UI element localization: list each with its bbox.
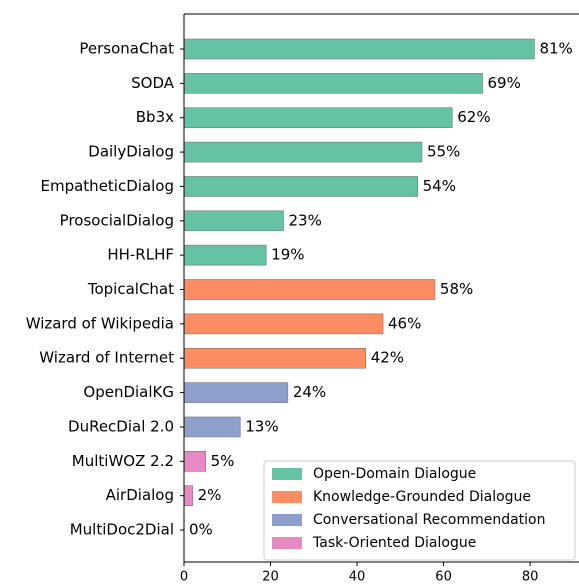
y-tick-label: TopicalChat (87, 280, 174, 298)
bar (183, 313, 384, 335)
value-label: 62% (457, 108, 490, 126)
bar (183, 38, 535, 60)
legend-label: Open-Domain Dialogue (313, 466, 476, 482)
value-label: 5% (211, 452, 235, 470)
value-label: 54% (423, 177, 456, 195)
value-label: 42% (371, 349, 404, 367)
value-label: 81% (539, 40, 572, 58)
bar (183, 347, 367, 369)
value-label: 0% (189, 521, 213, 539)
x-tick-label: 40 (349, 570, 366, 585)
x-tick-label: 60 (435, 570, 452, 585)
y-tick-label: HH-RLHF (107, 246, 174, 264)
x-tick-label: 80 (522, 570, 539, 585)
x-tick-label: 20 (262, 570, 279, 585)
value-label: 19% (271, 246, 304, 264)
value-label: 24% (293, 383, 326, 401)
y-tick-label: OpenDialKG (83, 383, 174, 401)
y-tick-label: MultiDoc2Dial (70, 521, 174, 539)
y-tick-label: SODA (131, 74, 175, 92)
value-label: 69% (488, 74, 521, 92)
y-tick-label: Wizard of Internet (39, 349, 174, 367)
legend-swatch (272, 491, 302, 503)
value-label: 2% (198, 486, 222, 504)
bar (183, 176, 418, 197)
bar (183, 244, 267, 266)
value-label: 46% (388, 314, 421, 332)
value-label: 58% (440, 280, 473, 298)
y-tick-label: Wizard of Wikipedia (26, 314, 174, 332)
value-label: 23% (289, 211, 322, 229)
y-tick-label: DuRecDial 2.0 (68, 417, 174, 435)
bar (183, 485, 193, 506)
y-tick-label: DailyDialog (88, 143, 174, 161)
value-label: 55% (427, 143, 460, 161)
x-tick-label: 0 (180, 570, 188, 585)
y-tick-label: EmpatheticDialog (41, 177, 175, 195)
bar (183, 210, 284, 232)
bar (183, 107, 453, 129)
bar (183, 382, 289, 403)
bar (183, 279, 436, 300)
value-label: 13% (245, 417, 278, 435)
bar (183, 141, 423, 163)
legend-swatch (272, 514, 302, 526)
y-tick-label: ProsocialDialog (60, 211, 174, 229)
bar (183, 73, 483, 94)
legend-swatch (272, 468, 302, 480)
y-tick-label: Bb3x (136, 108, 174, 126)
legend-label: Knowledge-Grounded Dialogue (313, 489, 531, 505)
legend-swatch (272, 537, 302, 549)
bar (183, 451, 206, 472)
y-tick-label: MultiWOZ 2.2 (72, 452, 174, 470)
legend-label: Task-Oriented Dialogue (312, 535, 476, 551)
legend-label: Conversational Recommendation (313, 512, 546, 528)
y-tick-label: PersonaChat (79, 40, 174, 58)
legend-box (263, 460, 576, 561)
bar (183, 416, 241, 438)
y-tick-label: AirDialog (106, 486, 174, 504)
